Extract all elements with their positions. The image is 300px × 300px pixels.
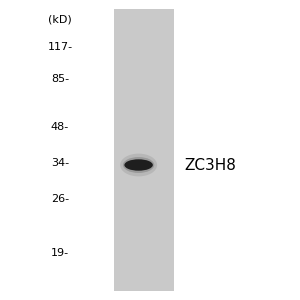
Text: 19-: 19- [51, 248, 69, 259]
Ellipse shape [123, 157, 154, 173]
Text: 85-: 85- [51, 74, 69, 85]
Text: 48-: 48- [51, 122, 69, 133]
Text: 34-: 34- [51, 158, 69, 169]
Text: 26-: 26- [51, 194, 69, 205]
Text: 117-: 117- [47, 41, 73, 52]
Bar [114, 9, 174, 291]
Ellipse shape [120, 154, 157, 176]
Text: (kD): (kD) [48, 14, 72, 25]
Text: ZC3H8: ZC3H8 [184, 158, 236, 172]
Ellipse shape [124, 159, 153, 171]
